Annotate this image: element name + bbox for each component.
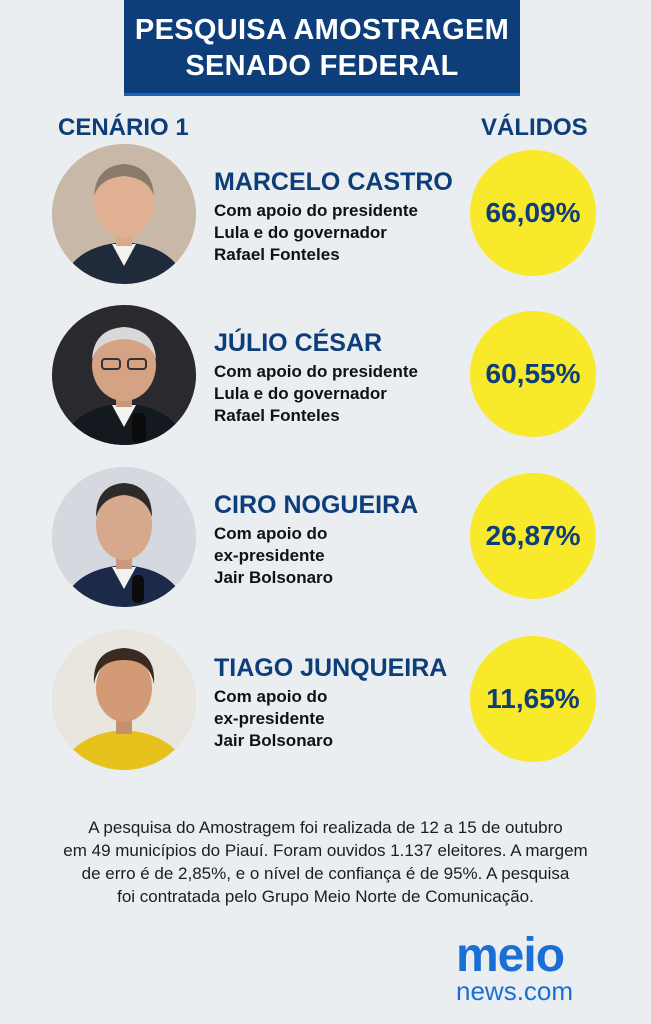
title-line-1: PESQUISA AMOSTRAGEM [134,14,510,46]
portrait-icon [52,305,196,445]
support-line: Com apoio do presidente [214,201,419,220]
candidate-support: Com apoio do presidente Lula e do govern… [214,361,454,427]
support-line: Rafael Fonteles [214,245,340,264]
candidate-name: MARCELO CASTRO [214,168,453,196]
percentage-badge: 60,55% [470,311,596,437]
percentage-badge: 26,87% [470,473,596,599]
candidate-support: Com apoio do ex-presidente Jair Bolsonar… [214,686,454,752]
support-line: Lula e do governador [214,223,387,242]
candidate-name: JÚLIO CÉSAR [214,329,383,357]
title-banner: PESQUISA AMOSTRAGEM SENADO FEDERAL [124,0,520,96]
candidate-row: JÚLIO CÉSAR Com apoio do presidente Lula… [0,305,651,445]
footnote-line: em 49 municípios do Piauí. Foram ouvidos… [63,841,588,860]
footnote-line: A pesquisa do Amostragem foi realizada d… [88,818,563,837]
support-line: Com apoio do [214,687,328,706]
meionews-logo: meio news.com [456,929,606,1006]
support-line: ex-presidente [214,709,325,728]
candidate-row: MARCELO CASTRO Com apoio do presidente L… [0,144,651,284]
support-line: Com apoio do presidente [214,362,419,381]
candidate-support: Com apoio do presidente Lula e do govern… [214,200,454,266]
percentage-badge: 66,09% [470,150,596,276]
candidate-photo [52,305,196,445]
logo-word-news: news.com [456,976,574,1006]
portrait-icon [52,144,196,284]
candidate-photo [52,467,196,607]
candidate-row: TIAGO JUNQUEIRA Com apoio do ex-presiden… [0,630,651,770]
candidate-photo [52,144,196,284]
survey-footnote: A pesquisa do Amostragem foi realizada d… [40,816,611,908]
support-line: Rafael Fonteles [214,406,340,425]
candidate-row: CIRO NOGUEIRA Com apoio do ex-presidente… [0,467,651,607]
valid-votes-header: VÁLIDOS [481,114,588,141]
percentage-badge: 11,65% [470,636,596,762]
candidate-name: CIRO NOGUEIRA [214,491,419,519]
logo-word-meio: meio [456,929,565,982]
portrait-icon [52,467,196,607]
candidate-photo [52,630,196,770]
support-line: Com apoio do [214,524,328,543]
title-line-2: SENADO FEDERAL [185,50,459,82]
footnote-line: de erro é de 2,85%, e o nível de confian… [81,864,570,883]
candidate-name: TIAGO JUNQUEIRA [214,654,448,682]
candidate-support: Com apoio do ex-presidente Jair Bolsonar… [214,523,454,589]
support-line: Jair Bolsonaro [214,568,334,587]
support-line: Lula e do governador [214,384,387,403]
footnote-line: foi contratada pelo Grupo Meio Norte de … [117,887,534,906]
scenario-header: CENÁRIO 1 [58,114,189,141]
support-line: ex-presidente [214,546,325,565]
portrait-icon [52,630,196,770]
support-line: Jair Bolsonaro [214,731,334,750]
